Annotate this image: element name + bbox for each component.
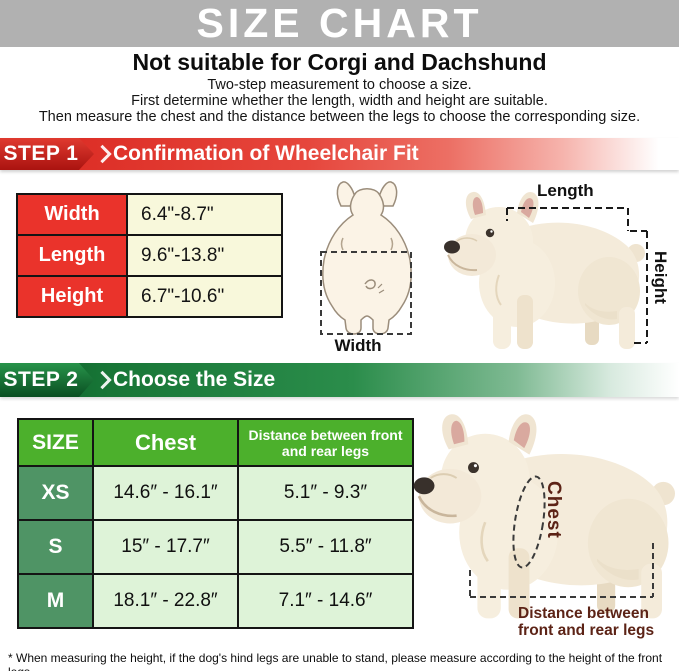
table-row: M 18.1″ - 22.8″ 7.1″ - 14.6″ bbox=[17, 573, 414, 629]
step2-badge: STEP 2 bbox=[0, 363, 94, 397]
fit-row-value: 6.7"-10.6" bbox=[126, 275, 283, 318]
column-header-distance: Distance between front and rear legs bbox=[237, 418, 414, 467]
size-selection-table: SIZE Chest Distance between front and re… bbox=[17, 418, 414, 629]
subtitle: Not suitable for Corgi and Dachshund bbox=[132, 49, 547, 75]
description: Two-step measurement to choose a size. F… bbox=[0, 77, 679, 125]
title-bar: SIZE CHART bbox=[0, 0, 679, 47]
table-row: Height 6.7"-10.6" bbox=[16, 275, 283, 318]
height-measure-line bbox=[630, 230, 648, 344]
chest-measurement-dog-photo: Chest Distance between front and rear le… bbox=[400, 405, 679, 655]
height-annotation-label: Height bbox=[651, 251, 670, 304]
chest-dog-drawing bbox=[412, 412, 677, 620]
table-row: S 15″ - 17.7″ 5.5″ - 11.8″ bbox=[17, 519, 414, 575]
side-view-dog-drawing bbox=[443, 190, 648, 350]
column-header-size: SIZE bbox=[17, 418, 94, 467]
fit-row-label: Width bbox=[16, 193, 128, 236]
table-row: Length 9.6"-13.8" bbox=[16, 234, 283, 277]
size-cell: S bbox=[17, 519, 94, 575]
step1-heading: Confirmation of Wheelchair Fit bbox=[113, 142, 419, 165]
chevron-right-icon bbox=[93, 144, 112, 164]
page-title: SIZE CHART bbox=[196, 0, 483, 46]
chest-measure-ellipse bbox=[512, 475, 546, 569]
leg-distance-measure-line bbox=[469, 543, 654, 598]
table-row: XS 14.6″ - 16.1″ 5.1″ - 9.3″ bbox=[17, 465, 414, 521]
step1-badge: STEP 1 bbox=[0, 138, 94, 170]
width-measure-box bbox=[320, 251, 412, 335]
fit-row-label: Length bbox=[16, 234, 128, 277]
description-line-2: First determine whether the length, widt… bbox=[131, 92, 548, 109]
chest-cell: 15″ - 17.7″ bbox=[92, 519, 239, 575]
table-header-row: SIZE Chest Distance between front and re… bbox=[17, 418, 414, 467]
chest-cell: 14.6″ - 16.1″ bbox=[92, 465, 239, 521]
distance-cell: 5.5″ - 11.8″ bbox=[237, 519, 414, 575]
side-view-dog-photo: Length Height bbox=[435, 181, 679, 355]
width-annotation-label: Width bbox=[334, 336, 382, 355]
fit-row-value: 9.6"-13.8" bbox=[126, 234, 283, 277]
description-line-3: Then measure the chest and the distance … bbox=[38, 108, 641, 125]
chevron-right-icon bbox=[93, 370, 112, 390]
back-view-dog-drawing bbox=[320, 181, 412, 335]
step2-banner: STEP 2 Choose the Size bbox=[0, 363, 679, 397]
footnote: * When measuring the height, if the dog'… bbox=[8, 651, 663, 671]
back-view-dog-illustration: Width bbox=[306, 180, 428, 358]
step2-heading: Choose the Size bbox=[113, 368, 276, 391]
fit-row-label: Height bbox=[16, 275, 128, 318]
size-cell: XS bbox=[17, 465, 94, 521]
distance-annotation-line-1: Distance between bbox=[518, 605, 649, 622]
description-line-1: Two-step measurement to choose a size. bbox=[207, 77, 472, 93]
table-row: Width 6.4"-8.7" bbox=[16, 193, 283, 236]
column-header-chest: Chest bbox=[92, 418, 239, 467]
length-annotation-label: Length bbox=[537, 181, 594, 200]
distance-cell: 5.1″ - 9.3″ bbox=[237, 465, 414, 521]
chest-annotation-label: Chest bbox=[543, 481, 564, 539]
size-cell: M bbox=[17, 573, 94, 629]
distance-annotation-line-2: front and rear legs bbox=[518, 622, 655, 639]
step1-banner: STEP 1 Confirmation of Wheelchair Fit bbox=[0, 138, 679, 170]
length-measure-line bbox=[506, 207, 629, 231]
distance-cell: 7.1″ - 14.6″ bbox=[237, 573, 414, 629]
wheelchair-fit-table: Width 6.4"-8.7" Length 9.6"-13.8" Height… bbox=[16, 193, 283, 318]
fit-row-value: 6.4"-8.7" bbox=[126, 193, 283, 236]
chest-cell: 18.1″ - 22.8″ bbox=[92, 573, 239, 629]
distance-annotation-label: Distance between front and rear legs bbox=[518, 605, 679, 639]
